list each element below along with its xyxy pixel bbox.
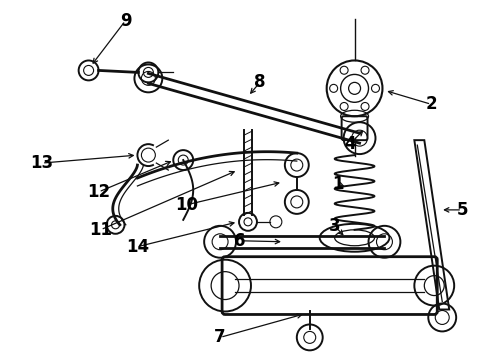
Text: 13: 13: [30, 154, 53, 172]
Text: 2: 2: [425, 95, 437, 113]
Text: 1: 1: [332, 175, 343, 193]
Text: 14: 14: [126, 238, 149, 256]
Text: 5: 5: [456, 201, 468, 219]
Text: 3: 3: [329, 217, 341, 235]
Text: 9: 9: [120, 12, 131, 30]
Text: 8: 8: [254, 73, 266, 91]
Text: 12: 12: [87, 183, 110, 201]
Text: 10: 10: [175, 196, 198, 214]
Text: 7: 7: [214, 328, 226, 346]
Text: 11: 11: [89, 221, 112, 239]
Text: 6: 6: [234, 232, 246, 250]
Text: 4: 4: [344, 135, 355, 153]
